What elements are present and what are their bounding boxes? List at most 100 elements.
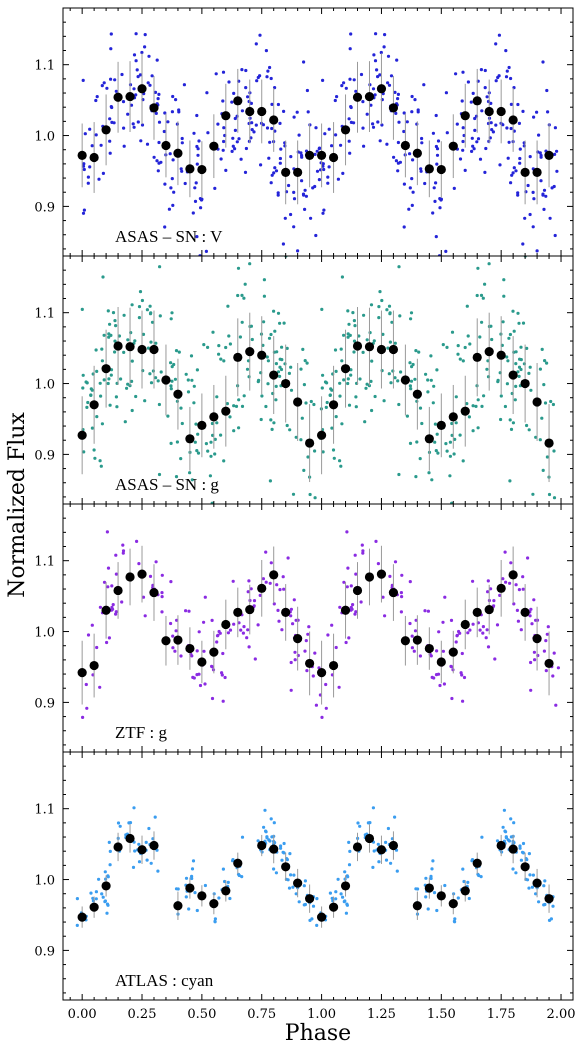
data-point [506, 359, 510, 363]
data-point [528, 365, 532, 369]
data-point [435, 162, 439, 166]
data-point [206, 345, 210, 349]
data-point [287, 371, 291, 375]
data-point [272, 602, 276, 606]
data-point [106, 566, 111, 570]
data-point [117, 334, 121, 338]
data-point [347, 840, 351, 845]
x-tick-label: 1.50 [427, 1007, 456, 1022]
data-point [393, 376, 397, 380]
data-point [235, 140, 239, 144]
binned-point [137, 845, 147, 855]
data-point [437, 630, 441, 634]
data-point [204, 442, 208, 446]
data-point [535, 249, 539, 253]
data-point [267, 336, 272, 340]
data-point [517, 588, 522, 592]
data-point [187, 907, 191, 911]
binned-point [113, 585, 123, 596]
y-tick-label: 1.0 [34, 626, 55, 641]
data-point [169, 580, 173, 584]
data-point [552, 449, 556, 453]
data-point [190, 478, 194, 482]
data-point [288, 428, 292, 432]
data-point [272, 867, 276, 871]
data-point [422, 83, 426, 87]
data-point [460, 651, 464, 656]
data-point [299, 151, 303, 155]
data-point [519, 367, 523, 372]
binned-point [77, 668, 87, 678]
data-point [463, 168, 467, 172]
data-point [250, 128, 254, 132]
data-point [553, 126, 558, 130]
data-point [454, 395, 458, 399]
binned-point [352, 92, 363, 102]
data-point [521, 242, 525, 246]
data-point [231, 859, 235, 863]
data-point [493, 657, 497, 661]
data-point [242, 625, 246, 629]
binned-point [460, 886, 470, 896]
data-point [106, 903, 110, 907]
data-point [232, 404, 236, 408]
data-point [347, 139, 351, 143]
data-point [315, 897, 319, 901]
binned-point [221, 111, 231, 121]
data-point [528, 155, 532, 159]
data-point [234, 404, 239, 408]
data-point [150, 320, 155, 324]
data-point [148, 574, 153, 579]
data-point [297, 900, 301, 904]
binned-point [328, 400, 339, 410]
binned-point [233, 352, 243, 362]
binned-point [388, 840, 399, 851]
data-point [324, 706, 328, 710]
data-point [458, 631, 462, 635]
data-point [484, 636, 488, 640]
data-point [289, 688, 293, 692]
binned-point [293, 634, 303, 644]
data-point [429, 354, 433, 358]
data-point [186, 378, 190, 382]
data-point [545, 455, 550, 459]
data-point [286, 556, 290, 560]
binned-point [137, 344, 147, 355]
data-point [412, 649, 416, 653]
data-point [309, 399, 313, 404]
data-point [243, 170, 248, 174]
data-point [146, 81, 150, 85]
data-point [509, 102, 513, 106]
data-point [108, 151, 112, 155]
data-point [189, 354, 194, 358]
data-point [291, 622, 295, 626]
data-point [504, 830, 508, 834]
data-point [305, 669, 309, 673]
data-point [131, 122, 135, 126]
binned-point [221, 406, 231, 416]
data-point [156, 169, 160, 173]
data-point [397, 472, 401, 477]
data-point [431, 131, 435, 135]
data-point [258, 33, 262, 37]
data-point [504, 835, 508, 839]
data-point [193, 186, 197, 190]
data-point [102, 81, 106, 85]
data-point [542, 383, 546, 387]
panel-2: 0.9 1.0 1.1 ASAS – SN : g [34, 255, 574, 505]
data-point [343, 870, 347, 874]
binned-point [221, 886, 231, 896]
data-point [175, 440, 179, 444]
data-point [148, 372, 152, 376]
data-point [339, 892, 343, 896]
data-point [478, 335, 482, 339]
binned-point [257, 583, 267, 593]
data-point [170, 311, 174, 315]
data-point [180, 169, 184, 173]
data-point [106, 875, 110, 879]
data-point [383, 33, 387, 37]
data-point [150, 74, 154, 78]
data-point [81, 373, 85, 377]
data-point [291, 885, 295, 889]
data-point [252, 604, 256, 608]
